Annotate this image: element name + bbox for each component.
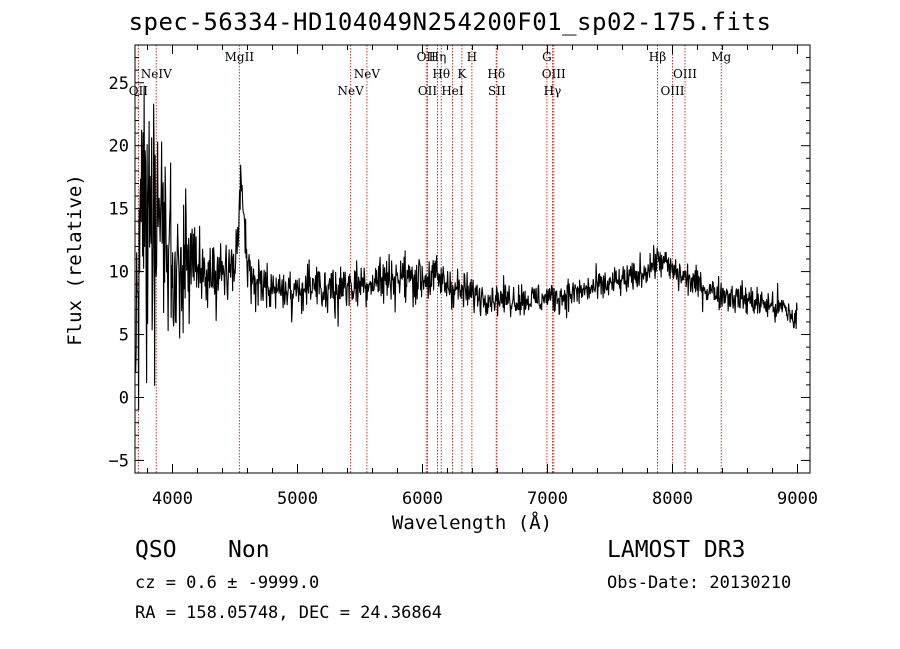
object-class: QSO bbox=[135, 537, 177, 563]
y-tick-label: 5 bbox=[119, 326, 129, 346]
x-tick-label: 6000 bbox=[402, 489, 443, 509]
x-tick-label: 8000 bbox=[652, 489, 693, 509]
spectral-line-label: MgII bbox=[225, 50, 255, 64]
y-axis-label: Flux (relative) bbox=[64, 174, 86, 346]
spectral-line-label: G bbox=[542, 50, 552, 64]
y-tick-label: −5 bbox=[109, 451, 129, 471]
x-axis-label: Wavelength (Å) bbox=[392, 511, 552, 534]
y-tick-label: 25 bbox=[109, 74, 129, 94]
x-tick-label: 4000 bbox=[152, 489, 193, 509]
x-tick-label: 5000 bbox=[277, 489, 318, 509]
spectral-line-markers bbox=[137, 45, 722, 473]
spectral-line-label: Hθ bbox=[432, 67, 450, 81]
x-tick-label: 7000 bbox=[527, 489, 568, 509]
chart-title: spec-56334-HD104049N254200F01_sp02-175.f… bbox=[128, 8, 772, 36]
spectral-line-label: Hγ bbox=[544, 84, 562, 98]
y-tick-label: 10 bbox=[109, 263, 129, 283]
spectral-line-label: OIII bbox=[660, 84, 684, 98]
spectral-line-label: NeV bbox=[337, 84, 364, 98]
x-tick-label: 9000 bbox=[777, 489, 818, 509]
spectral-line-label: Hη bbox=[429, 50, 447, 64]
object-subclass: Non bbox=[228, 537, 270, 563]
spectral-line-label: SII bbox=[488, 84, 506, 98]
spectral-line-label: NeIV bbox=[141, 67, 172, 81]
y-tick-label: 20 bbox=[109, 137, 129, 157]
survey-name: LAMOST DR3 bbox=[607, 537, 746, 563]
spectrum-series bbox=[135, 85, 798, 411]
spectral-line-label: OII bbox=[418, 84, 438, 98]
spectral-line-labels: OIINeIVMgIINeVNeVOIIOIIHηHθHeIKHHδSIIGHγ… bbox=[129, 50, 732, 98]
axis-ticks: 4000 5000 6000 7000 8000 9000 −5 0 5 10 15 20 25 bbox=[109, 45, 818, 509]
spectral-line-label: Hδ bbox=[487, 67, 505, 81]
y-tick-label: 15 bbox=[109, 200, 129, 220]
redshift-readout: cz = 0.6 ± -9999.0 bbox=[135, 573, 320, 593]
spectral-line-label: OII bbox=[129, 84, 149, 98]
spectral-line-label: K bbox=[457, 67, 467, 81]
spectral-line-label: Hβ bbox=[649, 50, 666, 64]
spectral-line-label: HeI bbox=[441, 84, 464, 98]
spectral-line-label: Mg bbox=[711, 50, 731, 64]
plot-frame bbox=[134, 44, 811, 474]
spectral-line-label: NeV bbox=[354, 67, 381, 81]
spectral-line-label: OIII bbox=[542, 67, 566, 81]
observation-date: Obs-Date: 20130210 bbox=[607, 573, 792, 593]
spectral-line-label: H bbox=[467, 50, 477, 64]
spectral-line-label: OII bbox=[417, 50, 437, 64]
y-tick-label: 0 bbox=[119, 388, 129, 408]
coordinates-readout: RA = 158.05748, DEC = 24.36864 bbox=[135, 603, 443, 623]
spectral-line-label: OIII bbox=[673, 67, 697, 81]
spectrum-line bbox=[135, 85, 798, 411]
